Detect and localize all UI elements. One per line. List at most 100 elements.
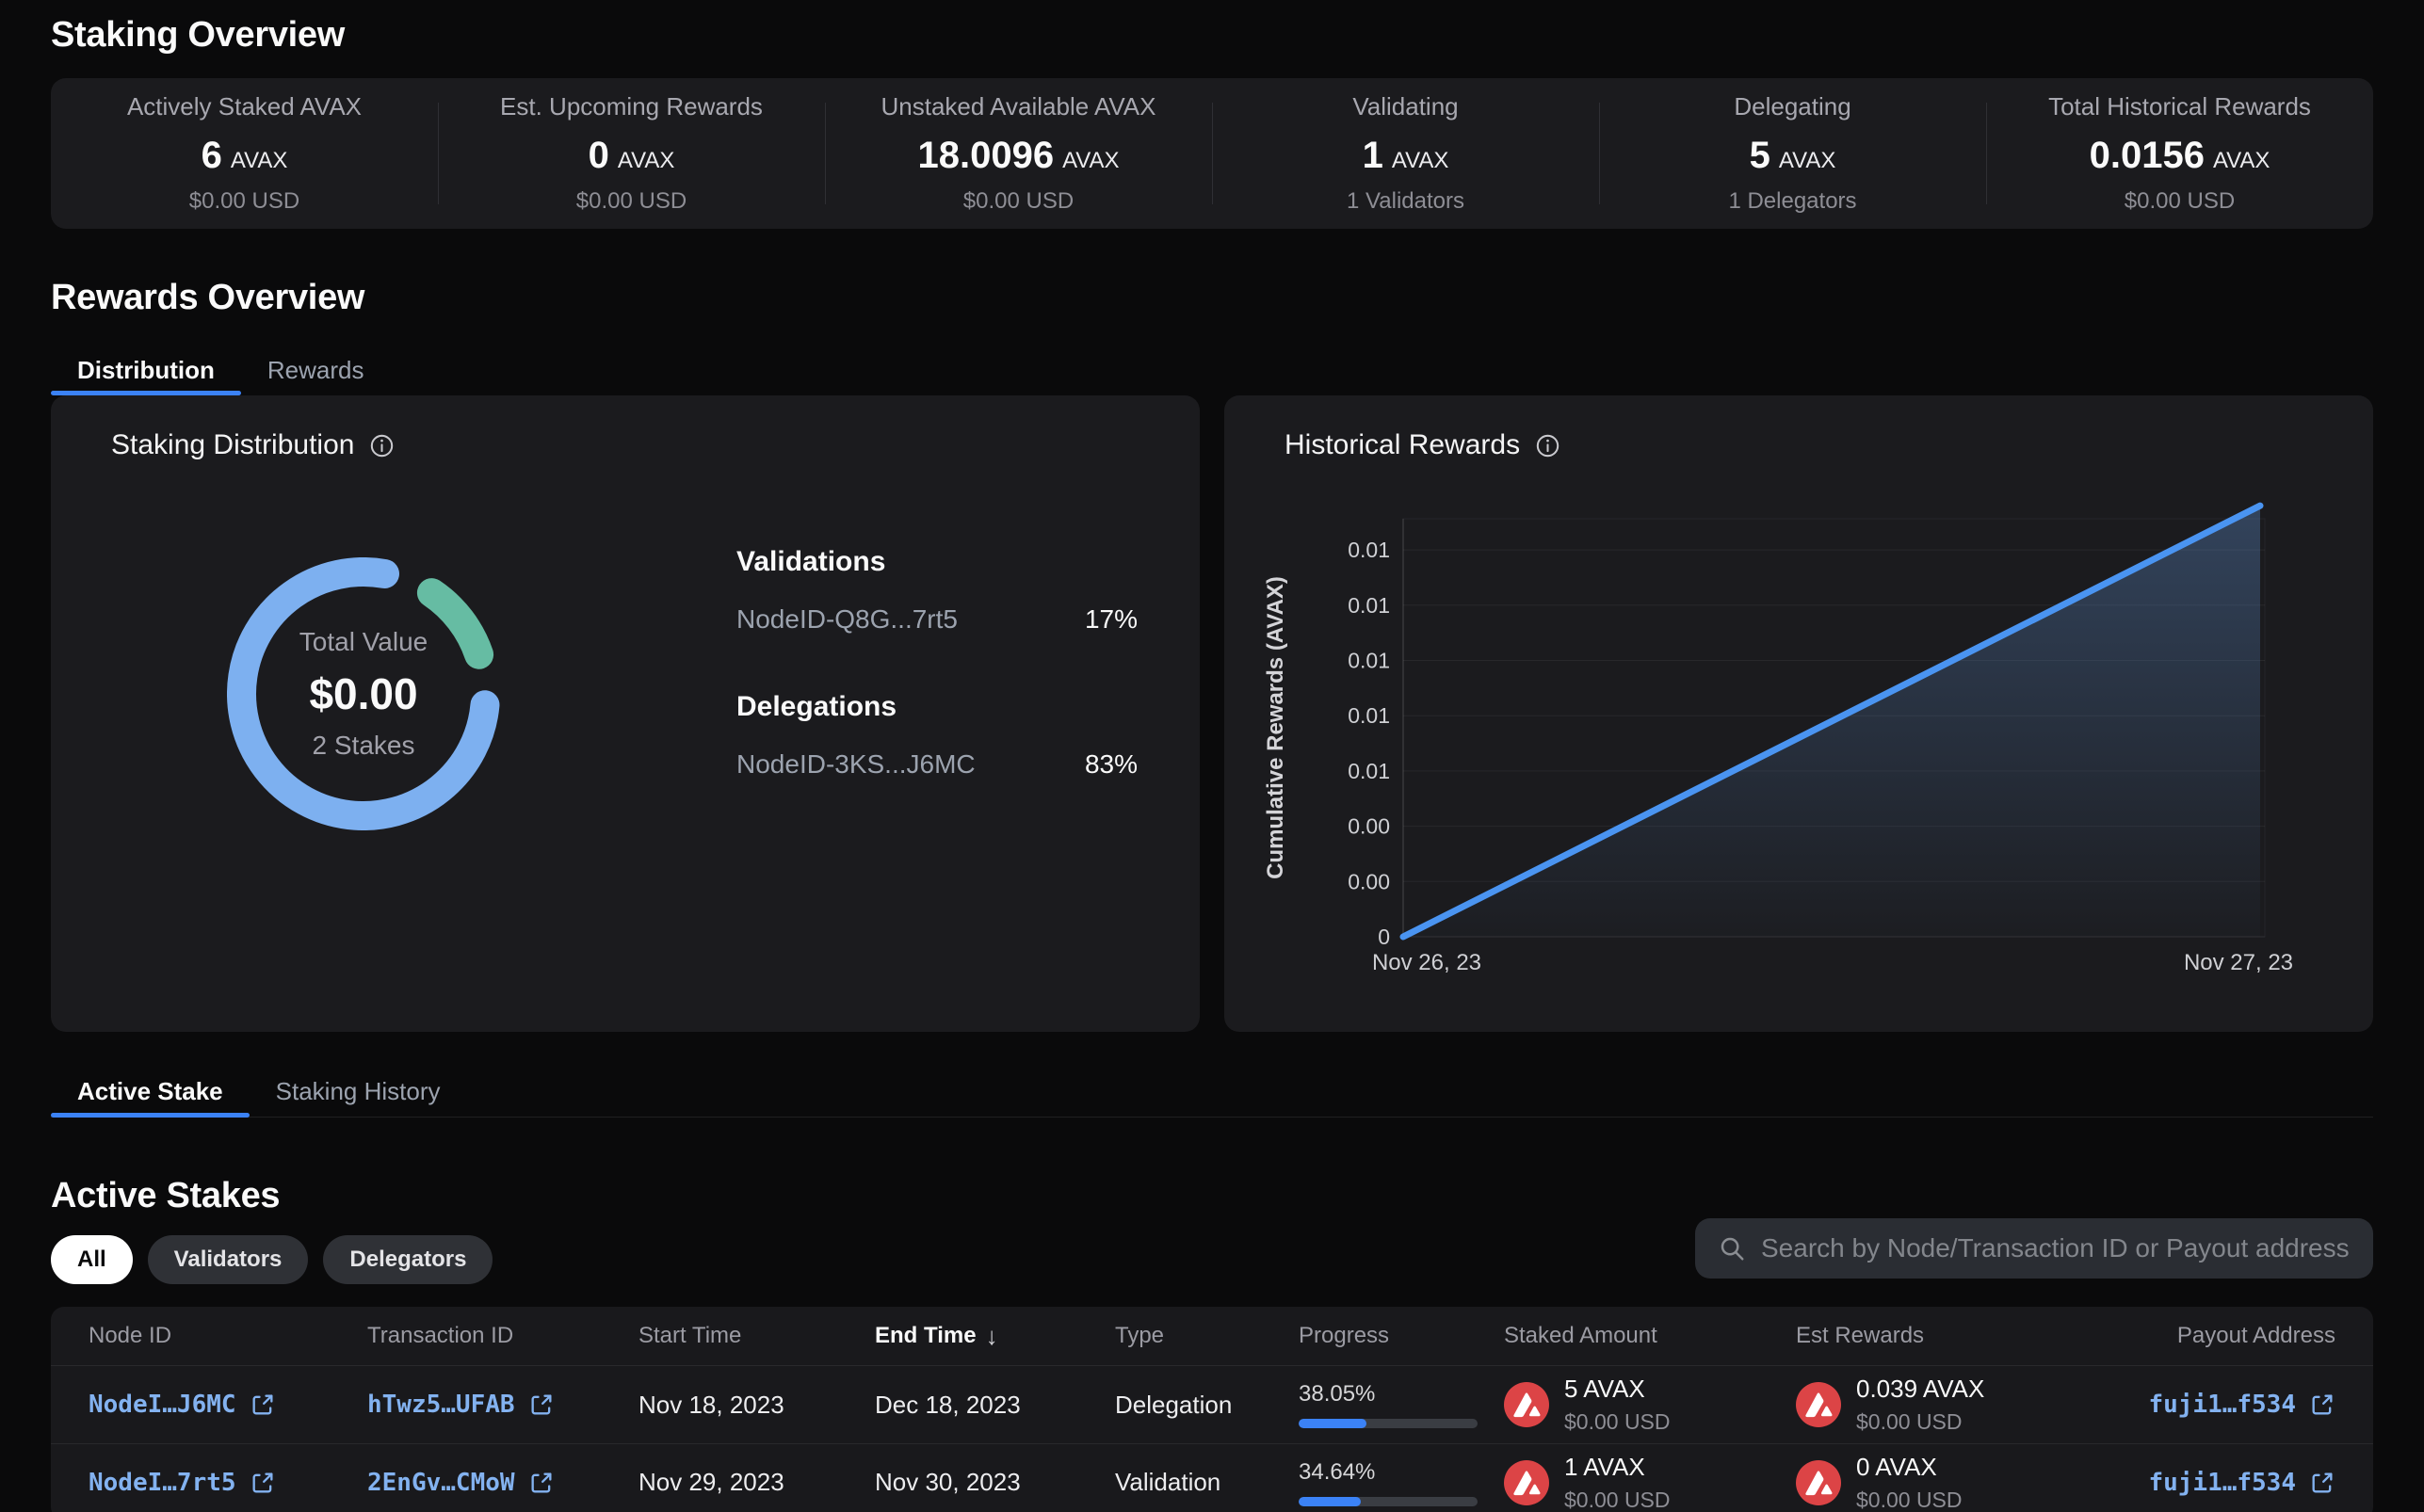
- stat-sub: $0.00 USD: [188, 188, 300, 214]
- stake-filters: All Validators Delegators: [51, 1235, 493, 1284]
- donut-center-label: Total Value: [299, 627, 428, 656]
- stat-value-row: 5 AVAX: [1750, 135, 1836, 177]
- node-id-text: NodeI…7rt5: [89, 1468, 236, 1497]
- avalanche-logo-icon: [1796, 1382, 1841, 1427]
- y-tick-label: 0.00: [1348, 814, 1390, 839]
- stat-value: 18.0096: [917, 135, 1055, 176]
- staking-distribution-header: Staking Distribution: [111, 429, 395, 461]
- est-rewards-text: 0 AVAX $0.00 USD: [1856, 1453, 1963, 1512]
- rewards-overview-title: Rewards Overview: [51, 278, 365, 317]
- filter-validators[interactable]: Validators: [147, 1235, 309, 1284]
- y-tick-label: 0.01: [1348, 538, 1390, 562]
- stat-value: 5: [1749, 135, 1770, 176]
- stat-unit: AVAX: [1778, 148, 1836, 173]
- type-cell: Validation: [1115, 1468, 1221, 1496]
- table-row[interactable]: NodeI…J6MC hTwz5…UFAB Nov 18, 2023 Dec 1…: [51, 1366, 2373, 1443]
- est-rewards-value: 0 AVAX: [1856, 1452, 1937, 1481]
- stat-unit: AVAX: [230, 148, 288, 173]
- external-link-icon: [531, 1394, 552, 1415]
- transaction-id-link[interactable]: hTwz5…UFAB: [367, 1391, 638, 1419]
- type-cell: Delegation: [1115, 1390, 1233, 1419]
- stat-item: Est. Upcoming Rewards 0 AVAX $0.00 USD: [438, 78, 825, 229]
- column-header[interactable]: Payout Address: [2088, 1323, 2335, 1349]
- search-input[interactable]: [1761, 1233, 2351, 1263]
- legend-node-id: NodeID-Q8G...7rt5: [736, 604, 958, 634]
- distribution-legend: Validations NodeID-Q8G...7rt5 17% Delega…: [736, 546, 1138, 780]
- table-row[interactable]: NodeI…7rt5 2EnGv…CMoW Nov 29, 2023 Nov 3…: [51, 1443, 2373, 1512]
- node-id-link[interactable]: NodeI…J6MC: [89, 1391, 367, 1419]
- stat-sub: 1 Validators: [1347, 188, 1464, 214]
- staked-amount-usd: $0.00 USD: [1564, 1487, 1671, 1512]
- tab-staking-history[interactable]: Staking History: [250, 1066, 467, 1117]
- staking-distribution-donut: Total Value $0.00 2 Stakes: [227, 557, 500, 830]
- tab-distribution[interactable]: Distribution: [51, 345, 241, 395]
- column-header[interactable]: End Time ↓: [875, 1322, 1115, 1351]
- payout-address-text: fuji1…f534: [2148, 1468, 2296, 1497]
- donut-segment-delegations: [227, 557, 500, 830]
- column-header[interactable]: Est Rewards: [1796, 1323, 2088, 1349]
- transaction-id-text: hTwz5…UFAB: [367, 1391, 515, 1419]
- stat-label: Est. Upcoming Rewards: [500, 92, 763, 121]
- column-header[interactable]: Node ID: [89, 1323, 367, 1349]
- active-stakes-title: Active Stakes: [51, 1176, 281, 1215]
- legend-group: Validations NodeID-Q8G...7rt5 17%: [736, 546, 1138, 635]
- column-header-label: Transaction ID: [367, 1323, 514, 1348]
- filter-delegators[interactable]: Delegators: [323, 1235, 493, 1284]
- end-time-cell: Nov 30, 2023: [875, 1468, 1021, 1496]
- donut-center-sub: 2 Stakes: [312, 731, 415, 760]
- filter-all[interactable]: All: [51, 1235, 133, 1284]
- info-icon[interactable]: [1535, 433, 1560, 458]
- payout-address-link[interactable]: fuji1…f534: [2088, 1391, 2335, 1419]
- stat-value: 6: [201, 135, 222, 176]
- column-header[interactable]: Start Time: [638, 1323, 875, 1349]
- transaction-id-link[interactable]: 2EnGv…CMoW: [367, 1469, 638, 1497]
- active-stakes-header: Active Stakes All Validators Delegators: [51, 1176, 2373, 1284]
- payout-address-link[interactable]: fuji1…f534: [2088, 1469, 2335, 1497]
- table-body: NodeI…J6MC hTwz5…UFAB Nov 18, 2023 Dec 1…: [51, 1366, 2373, 1512]
- column-header-label: Progress: [1299, 1323, 1390, 1348]
- column-header[interactable]: Staked Amount: [1504, 1323, 1796, 1349]
- stat-value: 0: [588, 135, 609, 176]
- staked-amount-usd: $0.00 USD: [1564, 1409, 1671, 1434]
- node-id-link[interactable]: NodeI…7rt5: [89, 1469, 367, 1497]
- y-tick-label: 0.00: [1348, 869, 1390, 893]
- historical-rewards-line-chart: 0 0.00 0.00 0.01 0.01 0.01 0.01 0.01 Nov 26, 23 N…: [1263, 502, 2293, 975]
- legend-row: NodeID-Q8G...7rt5 17%: [736, 604, 1138, 635]
- column-header[interactable]: Type: [1115, 1323, 1299, 1349]
- cumulative-rewards-line: [1399, 502, 2264, 941]
- column-header[interactable]: Transaction ID: [367, 1323, 638, 1349]
- active-stakes-table: Node ID Transaction ID Start Time End Ti…: [51, 1307, 2373, 1512]
- end-time-cell: Dec 18, 2023: [875, 1390, 1021, 1419]
- stat-item: Total Historical Rewards 0.0156 AVAX $0.…: [1986, 78, 2373, 229]
- staked-amount-cell: 1 AVAX $0.00 USD: [1504, 1453, 1796, 1512]
- staked-amount-value: 1 AVAX: [1564, 1452, 1645, 1481]
- y-tick-label: 0.01: [1348, 649, 1390, 673]
- progress-cell: 34.64%: [1299, 1459, 1504, 1506]
- search-box[interactable]: [1695, 1218, 2373, 1279]
- y-tick-label: 0.01: [1348, 759, 1390, 783]
- progress-bar-fill: [1299, 1496, 1361, 1506]
- tab-rewards[interactable]: Rewards: [241, 345, 391, 395]
- external-link-icon: [531, 1472, 552, 1492]
- stat-unit: AVAX: [617, 148, 675, 173]
- column-header-label: Staked Amount: [1504, 1323, 1657, 1348]
- staked-amount-cell: 5 AVAX $0.00 USD: [1504, 1375, 1796, 1435]
- y-axis-title: Cumulative Rewards (AVAX): [1263, 576, 1288, 879]
- staking-distribution-title: Staking Distribution: [111, 429, 355, 460]
- info-icon[interactable]: [369, 433, 395, 458]
- column-header-label: Est Rewards: [1796, 1323, 1925, 1348]
- historical-rewards-panel: Historical Rewards 0 0.00 0.00 0.01 0.01 0.01…: [1224, 395, 2373, 1032]
- external-link-icon: [252, 1394, 273, 1415]
- table-header-row: Node ID Transaction ID Start Time End Ti…: [51, 1307, 2373, 1366]
- legend-group: Delegations NodeID-3KS...J6MC 83%: [736, 691, 1138, 780]
- panels-row: Staking Distribution Total Value $0.00 2…: [51, 395, 2373, 1032]
- legend-percentage: 83%: [1084, 749, 1138, 779]
- column-header[interactable]: Progress: [1299, 1323, 1504, 1349]
- y-tick-label: 0: [1378, 925, 1390, 949]
- stat-sub: $0.00 USD: [962, 188, 1075, 214]
- legend-group-title: Validations: [736, 546, 886, 577]
- tab-active-stake[interactable]: Active Stake: [51, 1066, 250, 1118]
- staked-amount-text: 5 AVAX $0.00 USD: [1564, 1375, 1671, 1435]
- avalanche-logo-icon: [1504, 1382, 1549, 1427]
